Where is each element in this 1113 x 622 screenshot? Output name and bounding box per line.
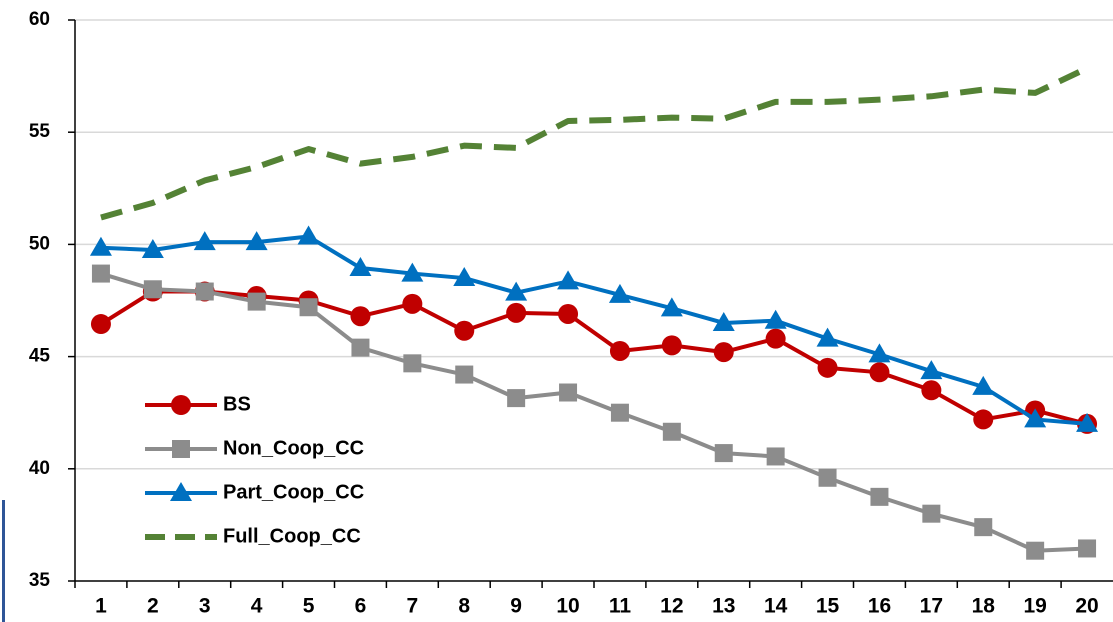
x-tick-label: 12 <box>660 595 683 618</box>
data-point <box>193 231 216 251</box>
data-point <box>1078 539 1097 558</box>
data-point <box>559 383 578 402</box>
legend-label: Non_Coop_CC <box>223 437 364 459</box>
data-point <box>351 338 370 357</box>
data-point <box>401 262 424 282</box>
x-tick-label: 4 <box>251 595 263 618</box>
legend-marker <box>172 440 190 458</box>
y-tick-label: 45 <box>29 346 51 367</box>
data-point <box>141 239 164 259</box>
x-tick-label: 2 <box>147 595 159 618</box>
edge-artifact <box>2 500 5 622</box>
x-tick-label: 20 <box>1075 595 1098 618</box>
data-point <box>712 311 735 331</box>
data-point <box>1076 412 1099 432</box>
x-tick-label: 7 <box>407 595 419 618</box>
data-point <box>661 335 682 356</box>
y-tick-label: 50 <box>29 233 50 254</box>
x-tick-label: 14 <box>764 595 788 618</box>
data-point <box>972 375 995 395</box>
data-point <box>921 380 942 401</box>
data-point <box>765 328 786 349</box>
data-point <box>869 362 890 383</box>
x-tick-label: 8 <box>458 595 470 618</box>
y-tick-label: 40 <box>29 458 50 479</box>
data-point <box>608 283 631 303</box>
data-point <box>402 293 423 314</box>
data-point <box>609 340 630 361</box>
data-point <box>920 360 943 380</box>
data-point <box>297 225 320 245</box>
data-point <box>247 292 266 311</box>
x-tick-label: 10 <box>556 595 579 618</box>
data-point <box>455 365 474 384</box>
series-line <box>100 65 1089 221</box>
y-tick-label: 55 <box>29 121 51 142</box>
data-point <box>195 282 214 301</box>
data-point <box>91 264 110 283</box>
data-point <box>1026 541 1045 560</box>
data-point <box>713 342 734 363</box>
data-point <box>817 357 838 378</box>
data-point <box>818 468 837 487</box>
x-tick-label: 13 <box>712 595 735 618</box>
data-point <box>558 303 579 324</box>
data-point <box>766 447 785 466</box>
data-point <box>90 314 111 335</box>
data-point <box>454 320 475 341</box>
data-point <box>349 256 372 276</box>
data-point <box>507 389 526 408</box>
legend-label: Part_Coop_CC <box>223 481 364 503</box>
data-point <box>403 354 422 373</box>
legend-marker <box>171 395 191 415</box>
x-tick-label: 18 <box>972 595 996 618</box>
data-point <box>610 403 629 422</box>
data-point <box>660 297 683 317</box>
data-point <box>350 306 371 327</box>
x-tick-label: 16 <box>868 595 891 618</box>
x-tick-label: 19 <box>1023 595 1046 618</box>
data-point <box>1024 408 1047 428</box>
data-point <box>557 270 580 290</box>
data-point <box>974 518 993 537</box>
data-point <box>922 504 941 523</box>
data-point <box>506 302 527 323</box>
x-tick-label: 1 <box>95 595 107 618</box>
x-tick-label: 5 <box>303 595 315 618</box>
data-point <box>453 267 476 287</box>
data-point <box>870 487 889 506</box>
y-tick-label: 35 <box>29 570 51 591</box>
x-tick-label: 9 <box>510 595 522 618</box>
data-point <box>764 309 787 329</box>
data-point <box>89 236 112 256</box>
series-line <box>100 234 1088 426</box>
data-point <box>714 444 733 463</box>
x-tick-label: 6 <box>355 595 367 618</box>
x-tick-label: 3 <box>199 595 211 618</box>
data-point <box>973 409 994 430</box>
legend-label: BS <box>223 393 251 415</box>
data-point <box>505 281 528 301</box>
legend-label: Full_Coop_CC <box>223 525 361 547</box>
data-point <box>143 280 162 299</box>
x-tick-label: 17 <box>920 595 943 618</box>
data-point <box>868 343 891 363</box>
data-point <box>816 327 839 347</box>
x-tick-label: 11 <box>609 595 632 618</box>
data-point <box>245 231 268 251</box>
x-tick-label: 15 <box>816 595 840 618</box>
y-tick-label: 60 <box>29 9 50 30</box>
data-point <box>299 298 318 317</box>
legend-marker <box>170 482 192 501</box>
data-point <box>662 422 681 441</box>
